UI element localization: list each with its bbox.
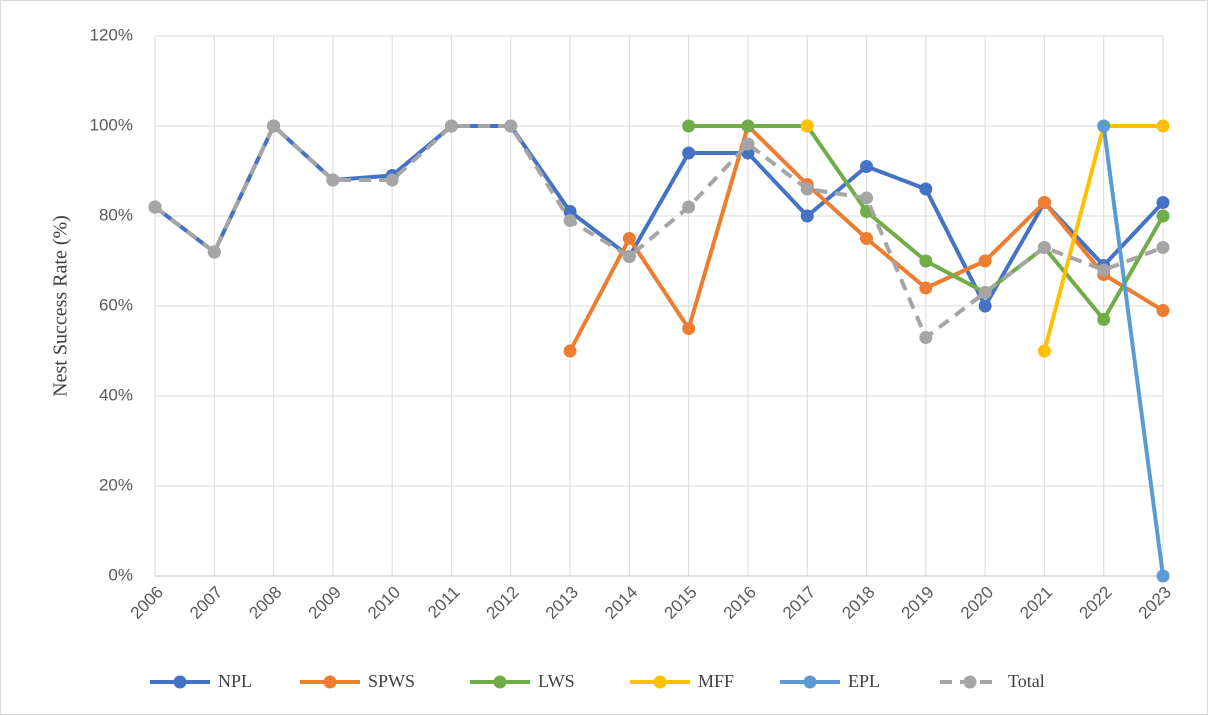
series-marker [504,119,518,133]
series-marker [1097,119,1111,133]
series-marker [919,281,933,295]
series-marker [563,205,577,218]
legend-label: NPL [218,671,252,691]
series-marker [800,119,814,133]
series-line [1101,125,1165,577]
y-tick-label: 60% [99,295,133,314]
series-marker [919,254,933,268]
legend-label: EPL [848,671,880,691]
series-marker [1156,304,1170,317]
series-marker [1097,263,1111,277]
series-marker [978,286,992,299]
series-marker [1037,344,1051,358]
series-marker [682,119,696,133]
series-marker [1037,196,1051,209]
series-marker [682,322,696,335]
series-marker [622,232,636,245]
series-marker [978,299,992,313]
series-marker [563,344,577,358]
series-marker [267,119,281,133]
series-marker [1156,569,1170,583]
legend-marker [653,675,667,689]
series-marker [1097,313,1111,326]
series-marker [1156,241,1170,254]
y-axis-title: Nest Success Rate (%) [50,215,72,397]
y-tick-label: 40% [99,385,133,404]
legend-label: SPWS [368,671,415,691]
legend-marker [173,675,187,689]
y-tick-label: 80% [99,205,133,224]
legend-label: LWS [538,671,575,691]
series-marker [860,191,874,205]
legend-label: MFF [698,671,734,691]
series-marker [741,137,755,151]
series-marker [860,232,874,245]
series-marker [563,214,577,227]
series-marker [1156,209,1170,223]
series-marker [444,119,458,133]
series-marker [207,245,221,259]
series-marker [682,146,696,160]
series-marker [682,200,696,214]
y-tick-label: 100% [90,115,133,134]
y-tick-label: 20% [99,475,133,494]
series-marker [800,209,814,223]
series-marker [741,119,755,133]
series-marker [326,173,340,187]
legend-marker [963,675,977,689]
series-marker [385,173,399,187]
series-marker [622,250,636,263]
y-tick-label: 120% [90,25,133,44]
series-line [153,124,1164,340]
legend-marker [803,675,817,689]
series-marker [800,182,814,196]
y-tick-label: 0% [108,565,133,584]
series-marker [860,160,874,173]
series-marker [148,200,162,214]
series-marker [978,254,992,268]
legend-marker [493,675,507,689]
series-marker [1037,241,1051,254]
series-marker [919,331,933,344]
legend-marker [323,675,337,689]
series-marker [1156,196,1170,209]
series-marker [1156,119,1170,133]
series-marker [919,182,933,196]
legend-label: Total [1008,671,1045,691]
